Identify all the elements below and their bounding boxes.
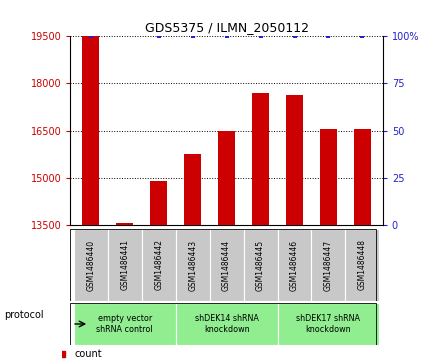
Text: GSM1486445: GSM1486445 [256, 240, 265, 290]
Text: count: count [74, 349, 102, 359]
Title: GDS5375 / ILMN_2050112: GDS5375 / ILMN_2050112 [145, 21, 308, 34]
Bar [74, 303, 176, 345]
Bar [176, 229, 209, 301]
Bar [320, 129, 337, 225]
Bar [354, 129, 371, 225]
Bar [82, 36, 99, 225]
Bar [74, 229, 108, 301]
Text: GSM1486447: GSM1486447 [324, 240, 333, 290]
Bar [278, 303, 379, 345]
Bar [252, 93, 269, 225]
Text: GSM1486446: GSM1486446 [290, 240, 299, 290]
Text: GSM1486444: GSM1486444 [222, 240, 231, 290]
Bar [142, 229, 176, 301]
Bar [150, 181, 167, 225]
Bar [278, 229, 312, 301]
Bar [108, 229, 142, 301]
Text: shDEK14 shRNA
knockdown: shDEK14 shRNA knockdown [194, 314, 259, 334]
Bar [312, 229, 345, 301]
Bar [176, 303, 278, 345]
Text: protocol: protocol [4, 310, 44, 320]
Bar [244, 229, 278, 301]
Bar [286, 94, 303, 225]
Text: empty vector
shRNA control: empty vector shRNA control [96, 314, 153, 334]
Bar [184, 154, 201, 225]
Bar [116, 223, 133, 225]
Bar [218, 131, 235, 225]
Text: GSM1486441: GSM1486441 [120, 240, 129, 290]
Bar [209, 229, 244, 301]
Text: GSM1486448: GSM1486448 [358, 240, 367, 290]
Bar [345, 229, 379, 301]
Text: GSM1486443: GSM1486443 [188, 240, 197, 290]
Text: shDEK17 shRNA
knockdown: shDEK17 shRNA knockdown [297, 314, 360, 334]
Text: GSM1486442: GSM1486442 [154, 240, 163, 290]
Text: GSM1486440: GSM1486440 [86, 240, 95, 290]
